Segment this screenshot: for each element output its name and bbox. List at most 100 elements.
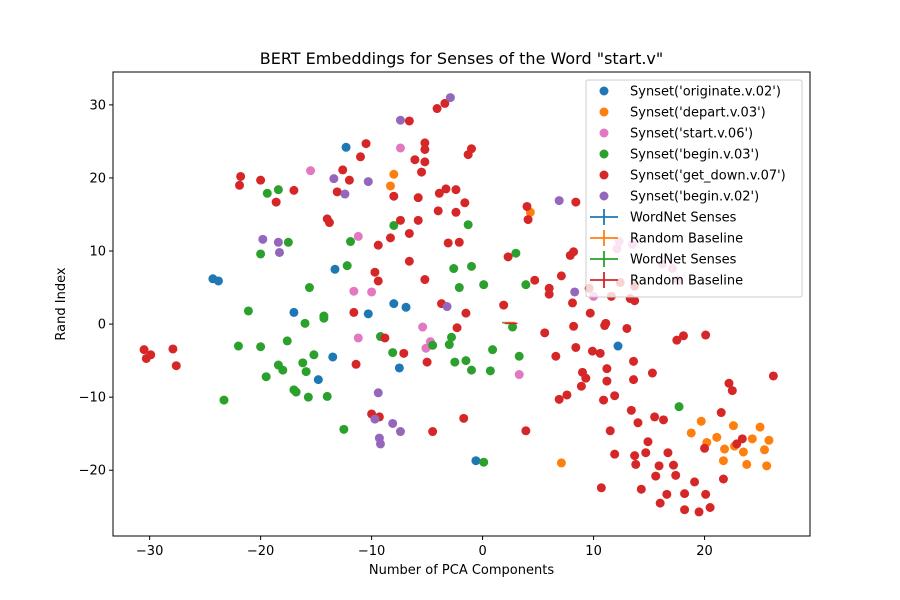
x-tick-label: −10 [358, 544, 385, 559]
data-point [569, 247, 579, 257]
legend-label: Synset('get_down.v.07') [630, 169, 786, 184]
data-point [363, 309, 373, 319]
data-point [479, 280, 489, 290]
data-point [441, 184, 451, 194]
data-point [760, 445, 769, 455]
data-point [460, 198, 470, 208]
data-point [395, 215, 405, 225]
data-point [530, 275, 540, 285]
data-point [461, 308, 471, 318]
data-point [304, 283, 314, 293]
legend-label: Synset('begin.v.02') [630, 190, 759, 205]
y-axis-ticks: −20 −10 0 10 20 30 [79, 98, 113, 479]
data-point [668, 460, 678, 470]
data-point [235, 180, 245, 190]
data-point [219, 395, 229, 405]
data-point [674, 402, 684, 412]
data-point [701, 489, 711, 499]
data-point [330, 264, 340, 274]
data-point [720, 444, 730, 454]
data-point [367, 287, 377, 297]
data-point [353, 231, 363, 241]
data-point [401, 302, 411, 312]
plot-frame [112, 71, 811, 537]
data-point [629, 356, 639, 366]
data-point [655, 498, 665, 508]
data-point [762, 461, 772, 471]
data-point [319, 311, 329, 321]
data-point [404, 228, 414, 238]
data-point [570, 287, 580, 297]
data-point [631, 459, 641, 469]
data-point [373, 388, 383, 398]
data-point [395, 143, 405, 153]
points-layer [139, 93, 778, 517]
data-point [262, 188, 272, 198]
data-point [344, 175, 354, 185]
data-point [420, 275, 430, 285]
data-point [544, 289, 554, 299]
data-point [313, 375, 323, 385]
legend-label: Synset('start.v.06') [630, 127, 753, 142]
legend: Synset('originate.v.02') Synset('depart.v… [585, 79, 803, 298]
data-point [356, 152, 365, 162]
data-point [724, 378, 734, 388]
data-point [271, 197, 281, 207]
data-point [587, 346, 597, 356]
data-point [718, 456, 728, 466]
data-point [540, 328, 550, 338]
data-point [298, 358, 308, 368]
data-point [554, 394, 564, 404]
data-point [289, 185, 299, 195]
data-point [389, 299, 399, 309]
x-axis-ticks: −30 −20 −10 0 10 20 [136, 536, 713, 559]
y-tick-label: 0 [98, 318, 106, 333]
data-point [342, 261, 352, 271]
data-point [420, 157, 430, 167]
legend-label: Random Baseline [630, 274, 743, 289]
data-point [451, 207, 461, 217]
data-point [309, 350, 319, 360]
data-point [602, 364, 612, 374]
data-point [444, 340, 454, 350]
data-point [380, 333, 390, 343]
data-point [508, 322, 518, 332]
legend-label: Synset('begin.v.03') [630, 148, 759, 163]
data-point [443, 238, 453, 248]
x-tick-label: 20 [696, 544, 713, 559]
data-point [385, 233, 395, 243]
data-point [303, 392, 313, 402]
data-point [168, 344, 178, 354]
data-point [556, 458, 566, 468]
data-point [738, 447, 748, 457]
data-point [236, 171, 246, 181]
data-point [654, 461, 664, 471]
x-tick-label: 0 [478, 544, 486, 559]
data-point [373, 240, 383, 250]
data-point [389, 169, 399, 179]
data-point [389, 220, 399, 230]
data-point [306, 166, 316, 176]
data-point [289, 385, 299, 395]
data-point [454, 283, 464, 293]
data-point [394, 363, 404, 373]
data-point [459, 413, 469, 423]
data-point [274, 247, 284, 257]
data-point [479, 457, 489, 467]
data-point [428, 427, 438, 437]
data-point [571, 342, 581, 352]
data-point [576, 381, 586, 391]
data-point [643, 437, 653, 447]
data-point [361, 139, 371, 149]
chart-title: BERT Embeddings for Senses of the Word "… [260, 49, 664, 68]
data-point [329, 174, 339, 184]
data-point [420, 144, 430, 154]
data-point [768, 371, 778, 381]
data-point [301, 367, 311, 377]
data-point [651, 471, 661, 481]
data-point [452, 323, 462, 333]
x-tick-label: 10 [585, 544, 602, 559]
data-point [569, 321, 579, 331]
data-point [370, 414, 380, 424]
data-point [233, 341, 243, 351]
